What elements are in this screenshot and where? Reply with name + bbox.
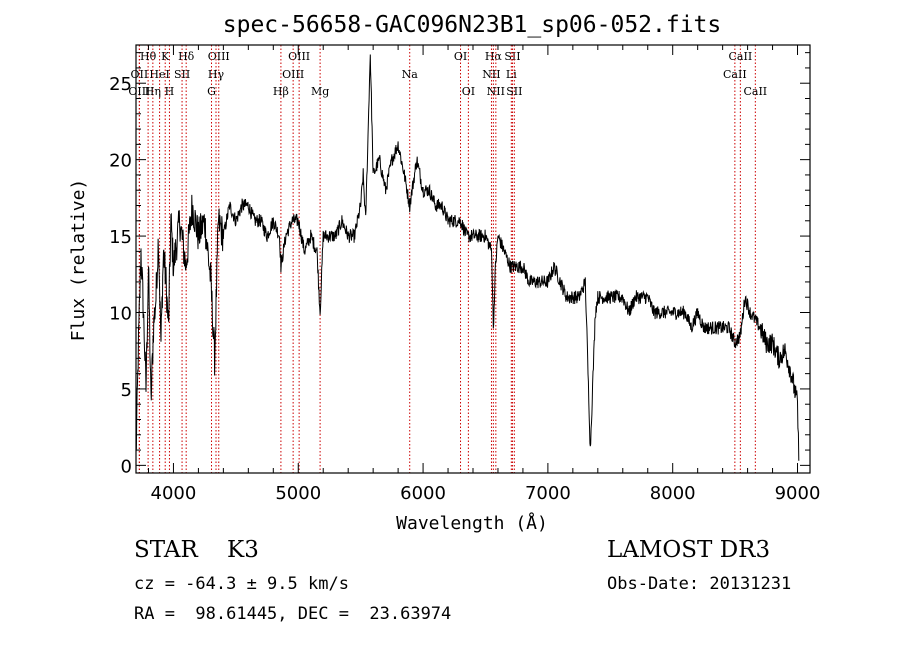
axis-ticks	[136, 45, 810, 473]
marker-label-27: CaII	[743, 85, 767, 98]
redshift-info: cz = -64.3 ± 9.5 km/s	[134, 574, 349, 594]
y-tick-label-5: 25	[109, 74, 132, 95]
x-tick-label-5: 9000	[775, 483, 821, 504]
marker-label-21: NII	[482, 68, 500, 81]
x-tick-label-1: 5000	[275, 483, 321, 504]
marker-label-22: Li	[506, 68, 517, 81]
spectrum-line	[136, 55, 799, 461]
marker-label-16: Na	[402, 68, 419, 81]
y-tick-label-1: 5	[121, 380, 132, 401]
y-tick-label-4: 20	[109, 151, 132, 172]
x-tick-label-3: 7000	[525, 483, 571, 504]
marker-label-23: NII	[487, 85, 505, 98]
ra-dec: RA = 98.61445, DEC = 23.63974	[134, 604, 451, 624]
marker-label-17: OI	[454, 50, 467, 63]
marker-label-12: Hβ	[273, 85, 289, 98]
obs-date: Obs-Date: 20131231	[607, 574, 791, 594]
plot-frame	[136, 45, 810, 473]
y-axis-label: Flux (relative)	[68, 179, 89, 342]
y-tick-label-2: 10	[109, 304, 132, 325]
x-tick-label-4: 8000	[650, 483, 696, 504]
x-tick-label-2: 6000	[400, 483, 446, 504]
y-tick-label-3: 15	[109, 227, 132, 248]
marker-label-19: Hα	[485, 50, 503, 63]
marker-label-15: Mg	[311, 85, 329, 98]
object-class: STAR K3	[134, 537, 259, 563]
marker-label-14: OIII	[282, 68, 304, 81]
y-tick-label-0: 0	[121, 456, 132, 477]
marker-label-25: CaII	[729, 50, 753, 63]
marker-label-3: K	[161, 50, 170, 63]
marker-label-8: SII	[174, 68, 190, 81]
marker-label-7: Hδ	[178, 50, 195, 63]
marker-label-26: CaII	[723, 68, 747, 81]
marker-label-6: H	[165, 85, 175, 98]
spectrum-series	[136, 55, 799, 461]
marker-label-0: Hθ	[140, 50, 157, 63]
marker-label-18: OI	[462, 85, 475, 98]
marker-label-13: OIII	[288, 50, 310, 63]
marker-label-20: SII	[504, 50, 520, 63]
chart-title: spec-56658-GAC096N23B1_sp06-052.fits	[223, 12, 722, 38]
marker-label-5: Hη	[145, 85, 161, 98]
marker-label-24: SII	[506, 85, 522, 98]
marker-label-11: G	[207, 85, 216, 98]
survey-name: LAMOST DR3	[607, 537, 770, 563]
x-tick-label-0: 4000	[151, 483, 197, 504]
x-axis-label: Wavelength (Å)	[396, 512, 548, 534]
marker-label-10: Hγ	[208, 68, 225, 81]
